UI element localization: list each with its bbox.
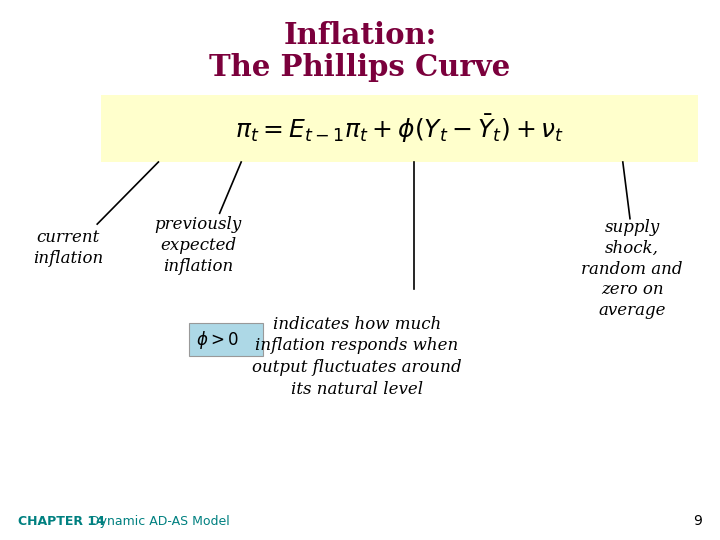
Text: indicates how much
inflation responds when
output fluctuates around
its natural : indicates how much inflation responds wh… xyxy=(252,316,462,397)
Text: current
inflation: current inflation xyxy=(33,230,104,267)
FancyBboxPatch shape xyxy=(101,94,698,162)
Text: supply
shock,
random and
zero on
average: supply shock, random and zero on average xyxy=(582,219,683,319)
Text: Inflation:: Inflation: xyxy=(283,21,437,50)
Text: $\pi_t = E_{t-1}\pi_t + \phi(Y_t - \bar{Y}_t) + \nu_t$: $\pi_t = E_{t-1}\pi_t + \phi(Y_t - \bar{… xyxy=(235,112,564,145)
Text: 9: 9 xyxy=(693,514,702,528)
Text: previously
expected
inflation: previously expected inflation xyxy=(154,216,242,275)
Text: $\phi > 0$: $\phi > 0$ xyxy=(196,329,238,350)
Text: CHAPTER 14: CHAPTER 14 xyxy=(18,515,105,528)
Text: Dynamic AD-AS Model: Dynamic AD-AS Model xyxy=(90,515,230,528)
Text: The Phillips Curve: The Phillips Curve xyxy=(210,53,510,82)
FancyBboxPatch shape xyxy=(189,323,263,356)
